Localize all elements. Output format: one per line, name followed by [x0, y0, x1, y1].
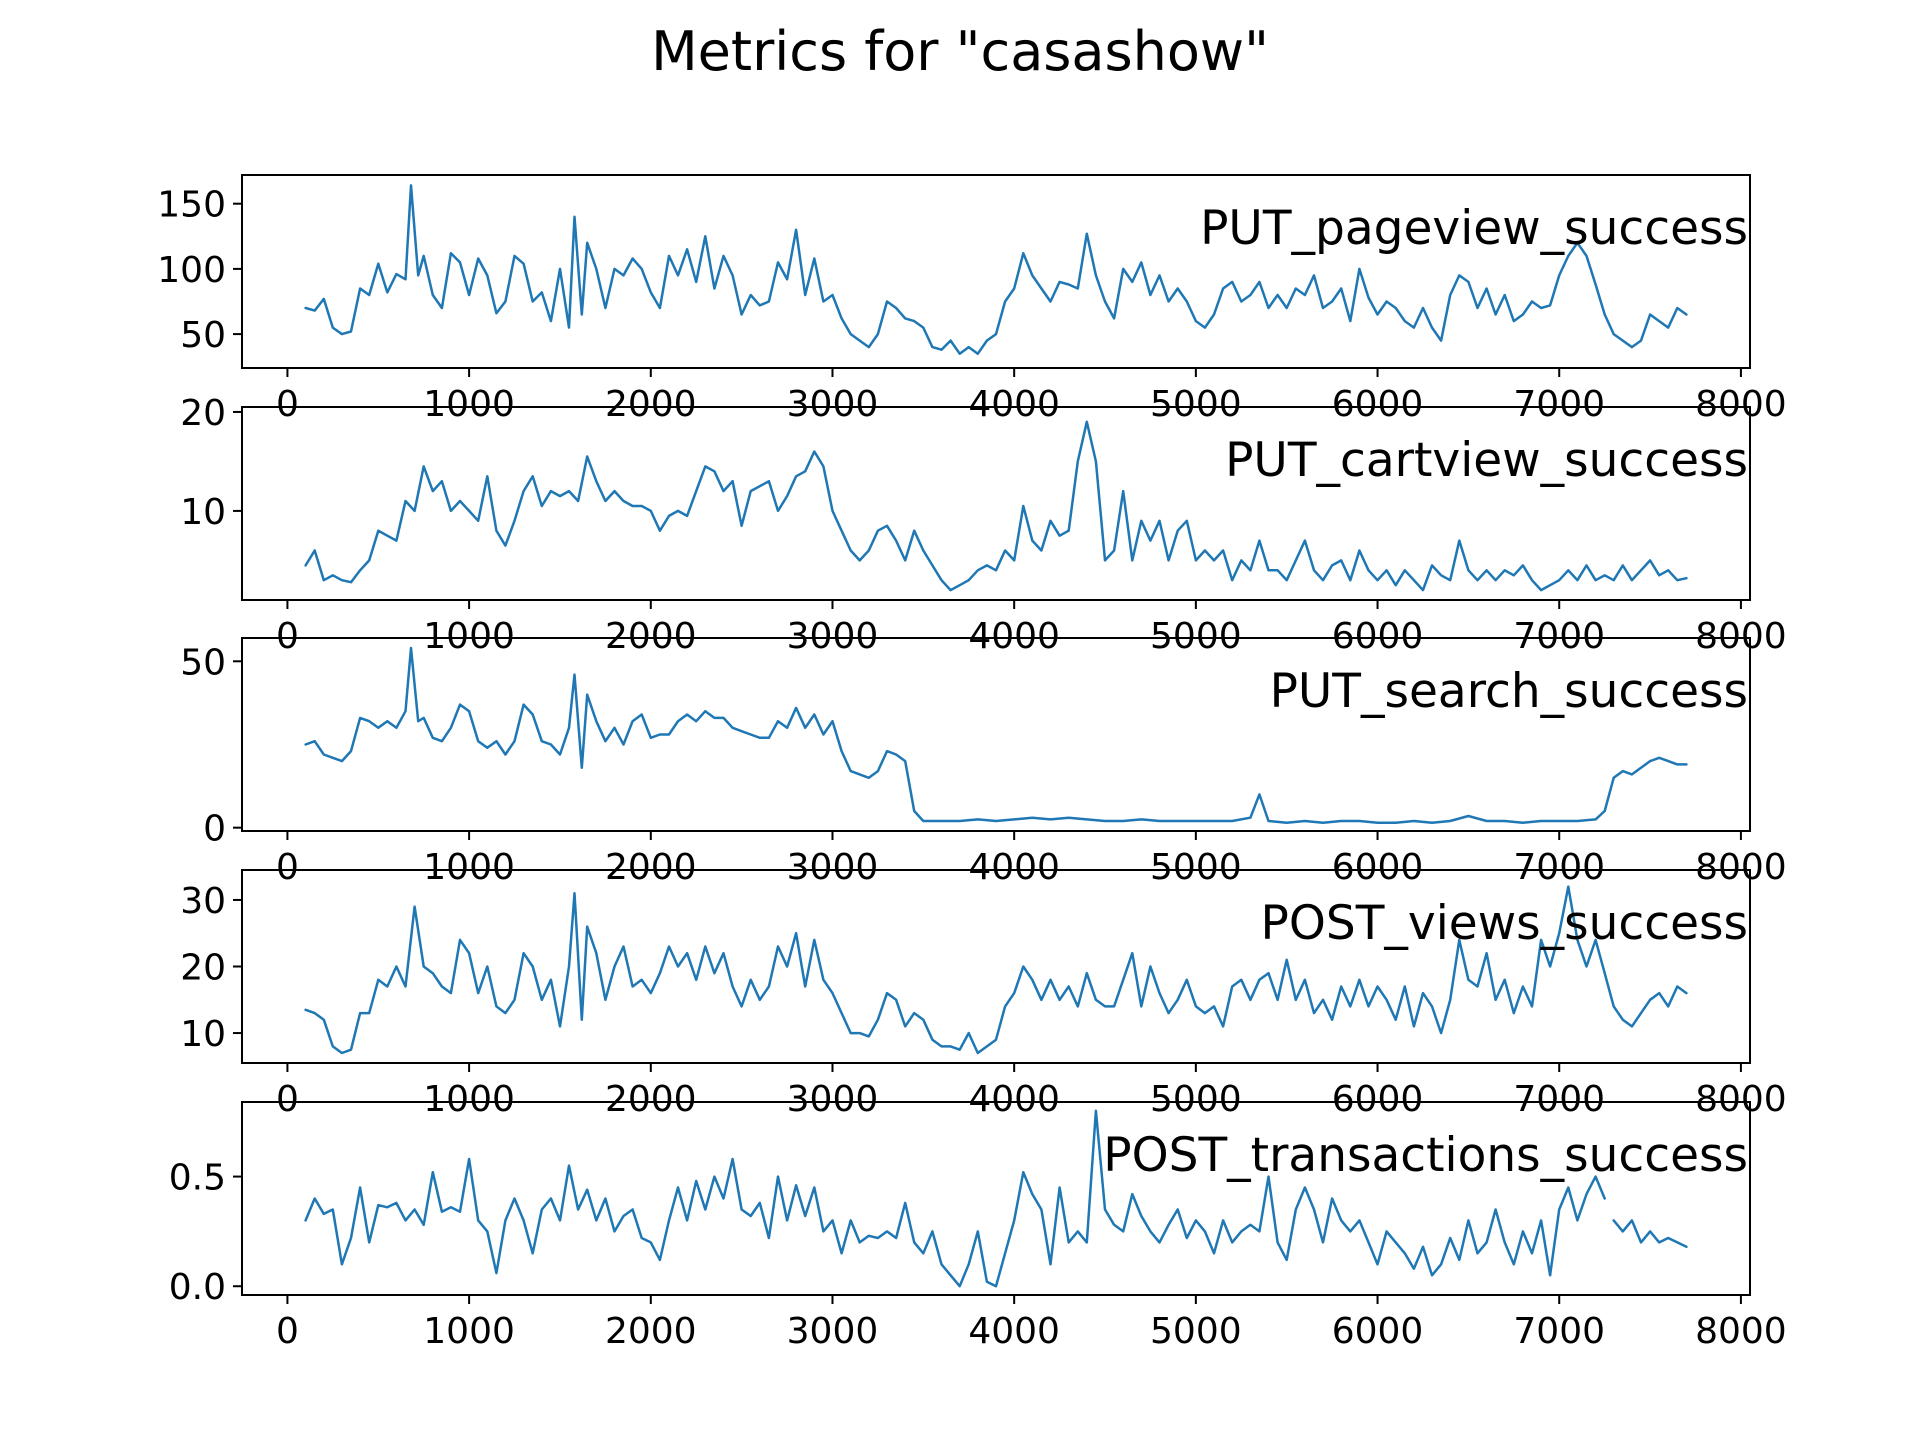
y-tick-label: 50	[180, 642, 226, 683]
x-tick-label: 3000	[787, 616, 879, 657]
x-tick-label: 7000	[1513, 384, 1605, 425]
x-tick-label: 6000	[1332, 847, 1424, 888]
y-tick-label: 100	[157, 250, 226, 291]
x-tick-label: 8000	[1695, 847, 1787, 888]
y-tick-label: 20	[180, 393, 226, 434]
x-tick-label: 8000	[1695, 1079, 1787, 1120]
panel-label: POST_views_success	[1261, 896, 1748, 951]
x-tick-label: 0	[276, 847, 299, 888]
x-tick-label: 1000	[423, 1079, 515, 1120]
series-line-PUT_pageview_success	[304, 184, 1688, 355]
series-line-POST_transactions_success	[304, 1109, 1688, 1288]
x-tick-label: 2000	[605, 616, 697, 657]
y-tick-label: 20	[180, 948, 226, 989]
x-tick-label: 5000	[1150, 1311, 1242, 1352]
panel-PUT_search_success: 0 1000 2000 3000 4000 5000 6000 7000 8000 0 50 PUT_…	[180, 637, 1787, 888]
x-tick-label: 4000	[968, 616, 1060, 657]
panel-label: POST_transactions_success	[1103, 1128, 1748, 1183]
series-line-PUT_cartview_success	[304, 420, 1688, 592]
panel-PUT_cartview_success: 0 1000 2000 3000 4000 5000 6000 7000 8000 10 20 PUT…	[180, 393, 1787, 657]
y-tick-label: 0	[203, 809, 226, 850]
y-tick-label: 10	[180, 1014, 226, 1055]
axes-frame	[241, 637, 1751, 832]
y-tick-label: 30	[180, 881, 226, 922]
x-tick-label: 5000	[1150, 616, 1242, 657]
x-tick-label: 6000	[1332, 384, 1424, 425]
y-tick-label: 50	[180, 315, 226, 356]
chart-title: Metrics for "casashow"	[651, 20, 1269, 83]
x-tick-label: 6000	[1332, 1079, 1424, 1120]
x-tick-label: 3000	[787, 847, 879, 888]
x-tick-label: 2000	[605, 847, 697, 888]
x-tick-label: 6000	[1332, 1311, 1424, 1352]
x-tick-label: 1000	[423, 616, 515, 657]
x-tick-label: 8000	[1695, 384, 1787, 425]
x-tick-label: 0	[276, 1079, 299, 1120]
x-tick-label: 0	[276, 1311, 299, 1352]
axes-frame	[241, 406, 1751, 601]
series-line-PUT_search_success	[304, 646, 1688, 824]
panel-PUT_pageview_success: 0 1000 2000 3000 4000 5000 6000 7000 8000 50 100 15…	[157, 174, 1787, 425]
y-tick-label: 0.0	[169, 1267, 226, 1308]
panel-POST_views_success: 0 1000 2000 3000 4000 5000 6000 7000 8000 10 20 30 P…	[180, 869, 1787, 1120]
x-tick-label: 8000	[1695, 616, 1787, 657]
x-tick-label: 4000	[968, 847, 1060, 888]
x-tick-label: 2000	[605, 1311, 697, 1352]
x-tick-label: 1000	[423, 1311, 515, 1352]
x-tick-label: 2000	[605, 384, 697, 425]
x-tick-label: 5000	[1150, 384, 1242, 425]
x-tick-label: 5000	[1150, 1079, 1242, 1120]
x-tick-label: 1000	[423, 847, 515, 888]
x-tick-label: 0	[276, 616, 299, 657]
axes-frame	[241, 174, 1751, 369]
x-tick-label: 3000	[787, 384, 879, 425]
x-tick-label: 7000	[1513, 1079, 1605, 1120]
panel-POST_transactions_success: 0 1000 2000 3000 4000 5000 6000 7000 8000 0.0 0.5 P…	[169, 1101, 1787, 1352]
x-tick-label: 4000	[968, 384, 1060, 425]
y-tick-label: 0.5	[169, 1158, 226, 1199]
panels: 0 1000 2000 3000 4000 5000 6000 7000 80005010015…	[157, 174, 1787, 1352]
x-tick-label: 1000	[423, 384, 515, 425]
x-tick-label: 5000	[1150, 847, 1242, 888]
x-tick-label: 3000	[787, 1079, 879, 1120]
x-tick-label: 6000	[1332, 616, 1424, 657]
x-tick-label: 7000	[1513, 1311, 1605, 1352]
x-tick-label: 0	[276, 384, 299, 425]
panel-label: PUT_pageview_success	[1200, 201, 1748, 256]
x-tick-label: 8000	[1695, 1311, 1787, 1352]
x-tick-label: 3000	[787, 1311, 879, 1352]
panel-label: PUT_search_success	[1270, 664, 1748, 719]
y-tick-label: 150	[157, 185, 226, 226]
x-tick-label: 4000	[968, 1079, 1060, 1120]
x-tick-label: 7000	[1513, 847, 1605, 888]
x-tick-label: 7000	[1513, 616, 1605, 657]
panel-label: PUT_cartview_success	[1225, 433, 1748, 488]
series-line-POST_views_success	[304, 885, 1688, 1055]
y-tick-label: 10	[180, 492, 226, 533]
x-tick-label: 2000	[605, 1079, 697, 1120]
axes-frame	[241, 1101, 1751, 1296]
x-tick-label: 4000	[968, 1311, 1060, 1352]
